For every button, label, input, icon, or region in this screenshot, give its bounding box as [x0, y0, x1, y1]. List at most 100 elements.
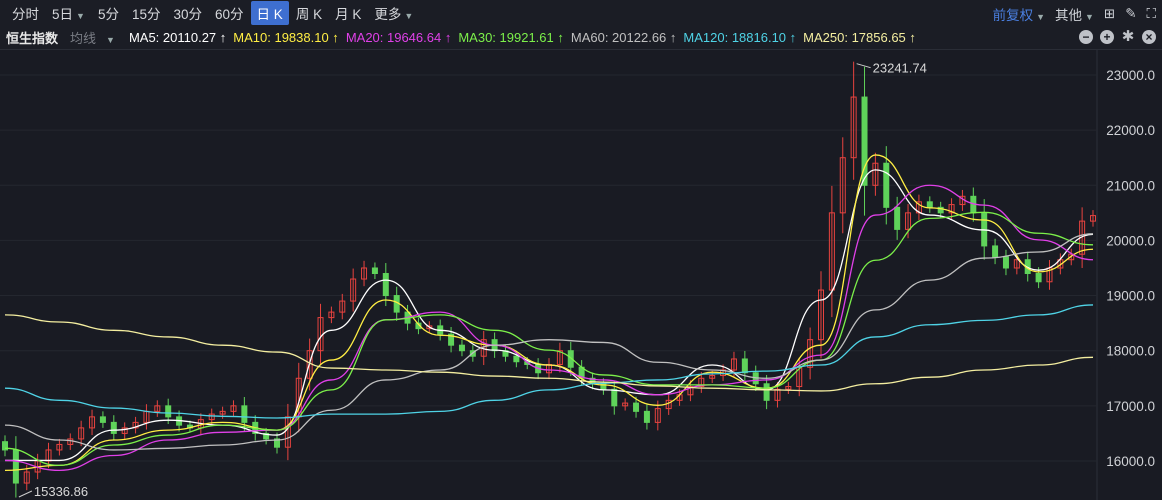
candle-body [121, 427, 128, 434]
ma-value-6: MA250: 17856.65 ↑ [803, 30, 916, 45]
candle-body [567, 350, 574, 368]
adjust-dropdown[interactable]: 前复权 ▼ [993, 4, 1045, 24]
tab-4[interactable]: 30分 [167, 1, 208, 25]
candle-body [1035, 273, 1042, 283]
ma-line-ma60 [4, 233, 1094, 451]
candle-body [1013, 259, 1020, 269]
tab-label: 周 K [295, 7, 323, 22]
chevron-down-icon: ▼ [1036, 12, 1045, 22]
tab-label: 5分 [97, 7, 119, 22]
candle-body [654, 408, 661, 423]
candle-body [382, 273, 389, 297]
brush-icon[interactable]: ✎ [1125, 6, 1137, 21]
candle-body [12, 449, 19, 484]
candle-body [807, 339, 814, 368]
zoom-out-icon[interactable]: − [1079, 30, 1093, 44]
tab-3[interactable]: 15分 [126, 1, 167, 25]
candle-body [872, 162, 879, 186]
tab-5[interactable]: 60分 [209, 1, 250, 25]
y-tick-label: 18000.0 [1106, 344, 1155, 359]
ma-selector-label: 均线 [70, 31, 97, 46]
candle-body [1090, 215, 1096, 222]
candlestick-chart[interactable]: 16000.0 17000.0 18000.0 19000.0 20000.0 21000… [0, 50, 1162, 500]
min-price-label: 15336.86 [34, 484, 88, 499]
candle-body [709, 375, 716, 379]
ma-line-ma20 [4, 184, 1094, 472]
candle-body [78, 427, 85, 440]
tab-label: 更多 [374, 7, 402, 22]
other-label: 其他 [1055, 8, 1082, 23]
chart-controls: − + ✱ × [1079, 28, 1156, 45]
tab-8[interactable]: 月 K [329, 1, 367, 25]
candle-body [730, 358, 737, 371]
close-icon[interactable]: × [1142, 30, 1156, 44]
settings-icon[interactable]: ✱ [1121, 28, 1135, 45]
candle-body [110, 421, 117, 434]
tab-label: 月 K [335, 7, 362, 22]
y-tick-label: 23000.0 [1106, 68, 1155, 83]
candle-body [926, 201, 933, 208]
candle-body [556, 350, 563, 365]
ma-value-4: MA60: 20122.66 ↑ [570, 30, 677, 45]
ma-selector[interactable]: 均线 ▼ [70, 28, 122, 47]
tab-label: 日 K [256, 7, 283, 22]
candle-body [643, 410, 650, 423]
candle-body [839, 157, 846, 214]
candle-body [89, 416, 96, 429]
candle-body [622, 402, 629, 407]
candle-body [687, 386, 694, 396]
ma-value-0: MA5: 20110.27 ↑ [128, 30, 227, 45]
tab-label: 30分 [173, 7, 203, 22]
y-tick-label: 17000.0 [1106, 399, 1155, 414]
chevron-down-icon: ▼ [76, 11, 85, 21]
candle-body [861, 96, 868, 186]
chevron-down-icon: ▼ [1085, 12, 1094, 22]
tab-9[interactable]: 更多 ▼ [368, 1, 419, 25]
candle-body [513, 355, 520, 363]
fullscreen-icon[interactable]: ⛶ [1146, 6, 1156, 21]
candle-body [785, 386, 792, 390]
chevron-down-icon: ▼ [106, 35, 115, 45]
ma-line-ma120 [4, 304, 1094, 419]
candle-body [56, 443, 63, 451]
ma-bar: 恒生指数 均线 ▼ MA5: 20110.27 ↑ MA10: 19838.10 ↑… [0, 26, 1162, 50]
max-arrow [856, 63, 871, 69]
index-name: 恒生指数 [6, 31, 59, 46]
tab-1[interactable]: 5日 ▼ [46, 1, 91, 25]
grid-layout-icon[interactable]: ⊞ [1103, 6, 1116, 21]
candle-body [894, 206, 901, 230]
candle-body [99, 416, 106, 423]
candle-body [948, 204, 955, 214]
candle-body [633, 402, 640, 412]
y-tick-label: 21000.0 [1106, 178, 1155, 193]
y-tick-label: 22000.0 [1106, 123, 1155, 138]
max-price-label: 23241.74 [873, 61, 927, 76]
other-dropdown[interactable]: 其他 ▼ [1055, 4, 1094, 24]
candle-body [828, 212, 835, 291]
ma-values: MA5: 20110.27 ↑ MA10: 19838.10 ↑ MA20: 196… [129, 30, 923, 45]
candle-body [350, 278, 357, 302]
ma-line-ma250 [4, 314, 1094, 392]
zoom-in-icon[interactable]: + [1100, 30, 1114, 44]
candle-body [361, 267, 368, 280]
ma-value-3: MA30: 19921.61 ↑ [458, 30, 564, 45]
tab-label: 5日 [52, 7, 74, 22]
ma-value-5: MA120: 18816.10 ↑ [683, 30, 797, 45]
candle-body [937, 206, 944, 214]
candle-body [850, 96, 857, 159]
candle-body [2, 441, 8, 451]
candle-body [818, 289, 824, 341]
candle-body [763, 383, 770, 401]
tab-7[interactable]: 周 K [290, 1, 328, 25]
tab-0[interactable]: 分时 [6, 1, 45, 25]
candle-body [698, 377, 705, 388]
tab-6[interactable]: 日 K [250, 1, 289, 25]
tab-label: 分时 [12, 7, 39, 22]
y-tick-label: 19000.0 [1106, 289, 1155, 304]
chevron-down-icon: ▼ [404, 11, 414, 21]
candle-body [458, 344, 465, 352]
candle-body [426, 325, 433, 330]
candle-body [274, 438, 280, 448]
tab-2[interactable]: 5分 [92, 1, 125, 25]
